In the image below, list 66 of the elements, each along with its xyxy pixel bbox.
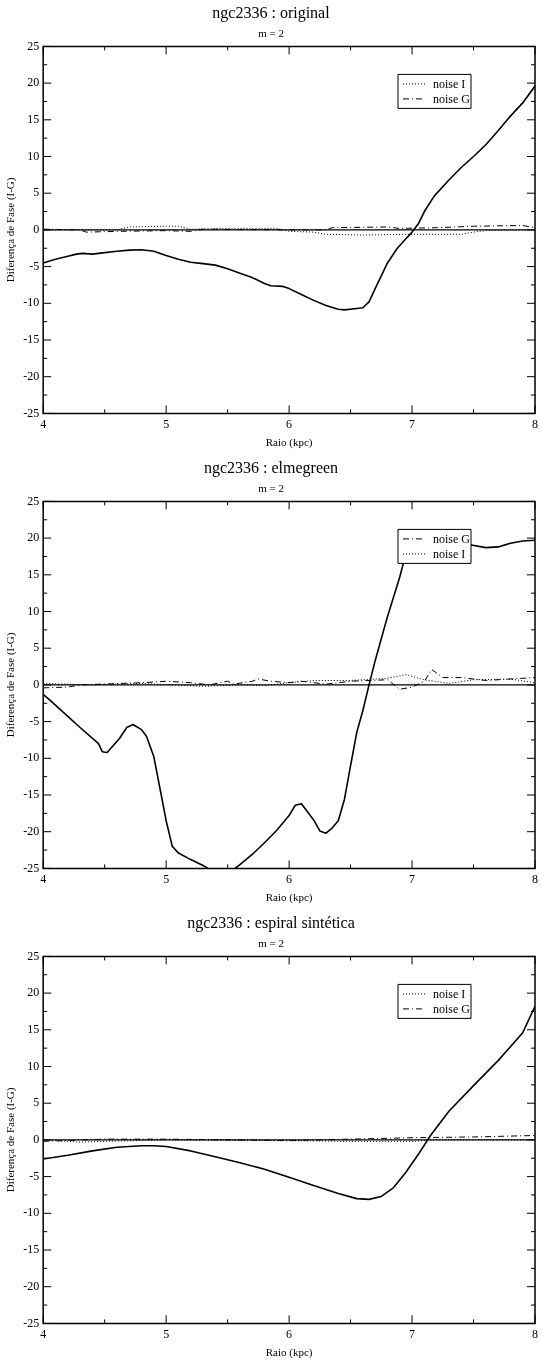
y-tick-label: 25 [27, 38, 40, 53]
y-tick-label: 5 [33, 1095, 40, 1110]
y-tick-label: -25 [23, 1315, 40, 1330]
legend-label: noise G [433, 1002, 471, 1017]
x-tick-label: 6 [286, 1326, 293, 1341]
y-tick-label: -15 [23, 1242, 40, 1257]
x-tick-label: 8 [532, 1326, 538, 1341]
y-tick-label: 0 [33, 1132, 40, 1147]
y-tick-label: 25 [27, 493, 40, 508]
y-axis-title: Diferença de Fase (I-G) [4, 1087, 18, 1193]
y-tick-label: -5 [29, 1168, 40, 1183]
legend-label: noise G [433, 92, 471, 107]
y-tick-label: -20 [23, 823, 40, 838]
x-tick-label: 7 [409, 871, 416, 886]
y-tick-label: 10 [27, 603, 40, 618]
x-tick-label: 4 [40, 416, 47, 431]
y-tick-label: 15 [27, 111, 40, 126]
x-tick-label: 7 [409, 416, 416, 431]
legend-label: noise I [433, 987, 466, 1002]
y-tick-label: 10 [27, 148, 40, 163]
x-axis-title: Raio (kpc) [265, 436, 313, 450]
x-tick-label: 8 [532, 871, 538, 886]
y-axis-title: Diferença de Fase (I-G) [4, 632, 18, 738]
x-tick-label: 8 [532, 416, 538, 431]
x-tick-label: 6 [286, 416, 293, 431]
y-tick-label: 20 [27, 530, 40, 545]
legend-label: noise I [433, 547, 466, 562]
chart-title: ngc2336 : espiral sintética [187, 913, 355, 932]
chart-subtitle: m = 2 [258, 26, 284, 39]
y-tick-label: -20 [23, 368, 40, 383]
y-tick-label: 20 [27, 985, 40, 1000]
x-tick-label: 4 [40, 1326, 47, 1341]
y-tick-label: 0 [33, 677, 40, 692]
x-tick-label: 5 [163, 416, 170, 431]
legend-label: noise I [433, 77, 466, 92]
y-tick-label: 10 [27, 1058, 40, 1073]
y-tick-label: -10 [23, 750, 40, 765]
x-tick-label: 5 [163, 871, 170, 886]
y-axis-title: Diferença de Fase (I-G) [4, 177, 18, 283]
y-tick-label: 20 [27, 75, 40, 90]
x-axis-title: Raio (kpc) [265, 891, 313, 905]
y-tick-label: -10 [23, 295, 40, 310]
y-tick-label: 5 [33, 640, 40, 655]
y-tick-label: -5 [29, 258, 40, 273]
y-tick-label: -25 [23, 860, 40, 875]
y-tick-label: -15 [23, 787, 40, 802]
y-tick-label: -25 [23, 405, 40, 420]
y-tick-label: 5 [33, 185, 40, 200]
y-tick-label: 15 [27, 1021, 40, 1036]
legend-label: noise G [433, 532, 471, 547]
x-tick-label: 7 [409, 1326, 416, 1341]
y-tick-label: 0 [33, 222, 40, 237]
x-tick-label: 5 [163, 1326, 170, 1341]
y-tick-label: -20 [23, 1278, 40, 1293]
y-tick-label: -15 [23, 332, 40, 347]
y-tick-label: -10 [23, 1205, 40, 1220]
chart-title: ngc2336 : elmegreen [203, 458, 339, 477]
x-axis-title: Raio (kpc) [265, 1346, 313, 1360]
y-tick-label: -5 [29, 713, 40, 728]
x-tick-label: 4 [40, 871, 47, 886]
y-tick-label: 25 [27, 948, 40, 963]
chart-subtitle: m = 2 [258, 481, 284, 494]
x-tick-label: 6 [286, 871, 293, 886]
chart-title: ngc2336 : original [212, 3, 331, 22]
y-tick-label: 15 [27, 566, 40, 581]
chart-subtitle: m = 2 [258, 936, 284, 949]
